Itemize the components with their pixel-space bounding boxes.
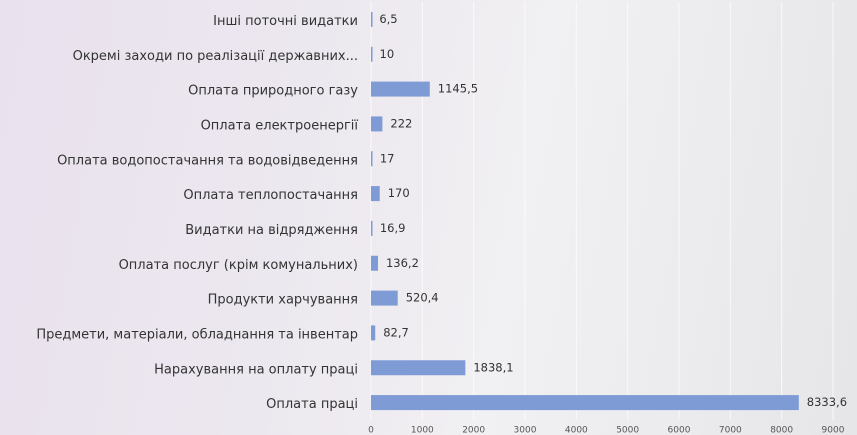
y-tick-label: Оплата послуг (крім комунальних) bbox=[119, 258, 358, 273]
value-label: 170 bbox=[388, 186, 410, 200]
x-tick-label: 0 bbox=[368, 426, 374, 435]
value-label: 520,4 bbox=[406, 291, 439, 305]
y-tick-label: Продукти харчування bbox=[208, 293, 358, 308]
y-tick-label: Видатки на відрядження bbox=[185, 223, 358, 238]
value-label: 10 bbox=[380, 47, 395, 61]
x-tick-label: 8000 bbox=[770, 426, 793, 435]
bar bbox=[371, 82, 430, 97]
x-tick-label: 7000 bbox=[719, 426, 742, 435]
value-label: 136,2 bbox=[386, 256, 419, 270]
bar bbox=[371, 256, 378, 271]
y-tick-label: Оплата природного газу bbox=[188, 84, 358, 99]
bar bbox=[371, 12, 373, 27]
y-tick-label: Оплата водопостачання та водовідведення bbox=[57, 153, 358, 168]
y-tick-label: Предмети, матеріали, обладнання та інвен… bbox=[36, 327, 358, 342]
value-label: 222 bbox=[390, 116, 412, 130]
x-tick-label: 5000 bbox=[616, 426, 639, 435]
bar bbox=[371, 360, 465, 375]
bar bbox=[371, 221, 373, 236]
x-tick-label: 1000 bbox=[411, 426, 434, 435]
value-label: 8333,6 bbox=[807, 395, 847, 409]
bar bbox=[371, 47, 373, 62]
bar bbox=[371, 151, 373, 166]
value-label: 17 bbox=[380, 151, 395, 165]
x-tick-label: 9000 bbox=[822, 426, 845, 435]
value-label: 1145,5 bbox=[438, 82, 478, 96]
y-tick-label: Оплата теплопостачання bbox=[183, 188, 358, 203]
value-label: 1838,1 bbox=[473, 360, 513, 374]
x-tick-label: 2000 bbox=[462, 426, 485, 435]
bar bbox=[371, 395, 799, 410]
bar bbox=[371, 291, 398, 306]
y-tick-label: Нарахування на оплату праці bbox=[154, 362, 358, 377]
value-label: 82,7 bbox=[383, 325, 409, 339]
value-label: 16,9 bbox=[380, 221, 406, 235]
x-tick-label: 3000 bbox=[514, 426, 537, 435]
value-label: 6,5 bbox=[379, 12, 397, 26]
x-tick-label: 6000 bbox=[668, 426, 691, 435]
y-tick-label: Оплата праці bbox=[266, 397, 358, 412]
bar bbox=[371, 116, 382, 131]
bar bbox=[371, 325, 375, 340]
bar bbox=[371, 186, 380, 201]
y-tick-label: Оплата електроенергії bbox=[201, 118, 359, 133]
chart: 0 1000 2000 3000 4000 5000 6000 7000 8000 9000 Інш… bbox=[0, 0, 857, 435]
y-tick-label: Окремі заходи по реалізації державних... bbox=[73, 49, 358, 64]
y-tick-label: Інші поточні видатки bbox=[213, 14, 358, 29]
x-tick-label: 4000 bbox=[565, 426, 588, 435]
